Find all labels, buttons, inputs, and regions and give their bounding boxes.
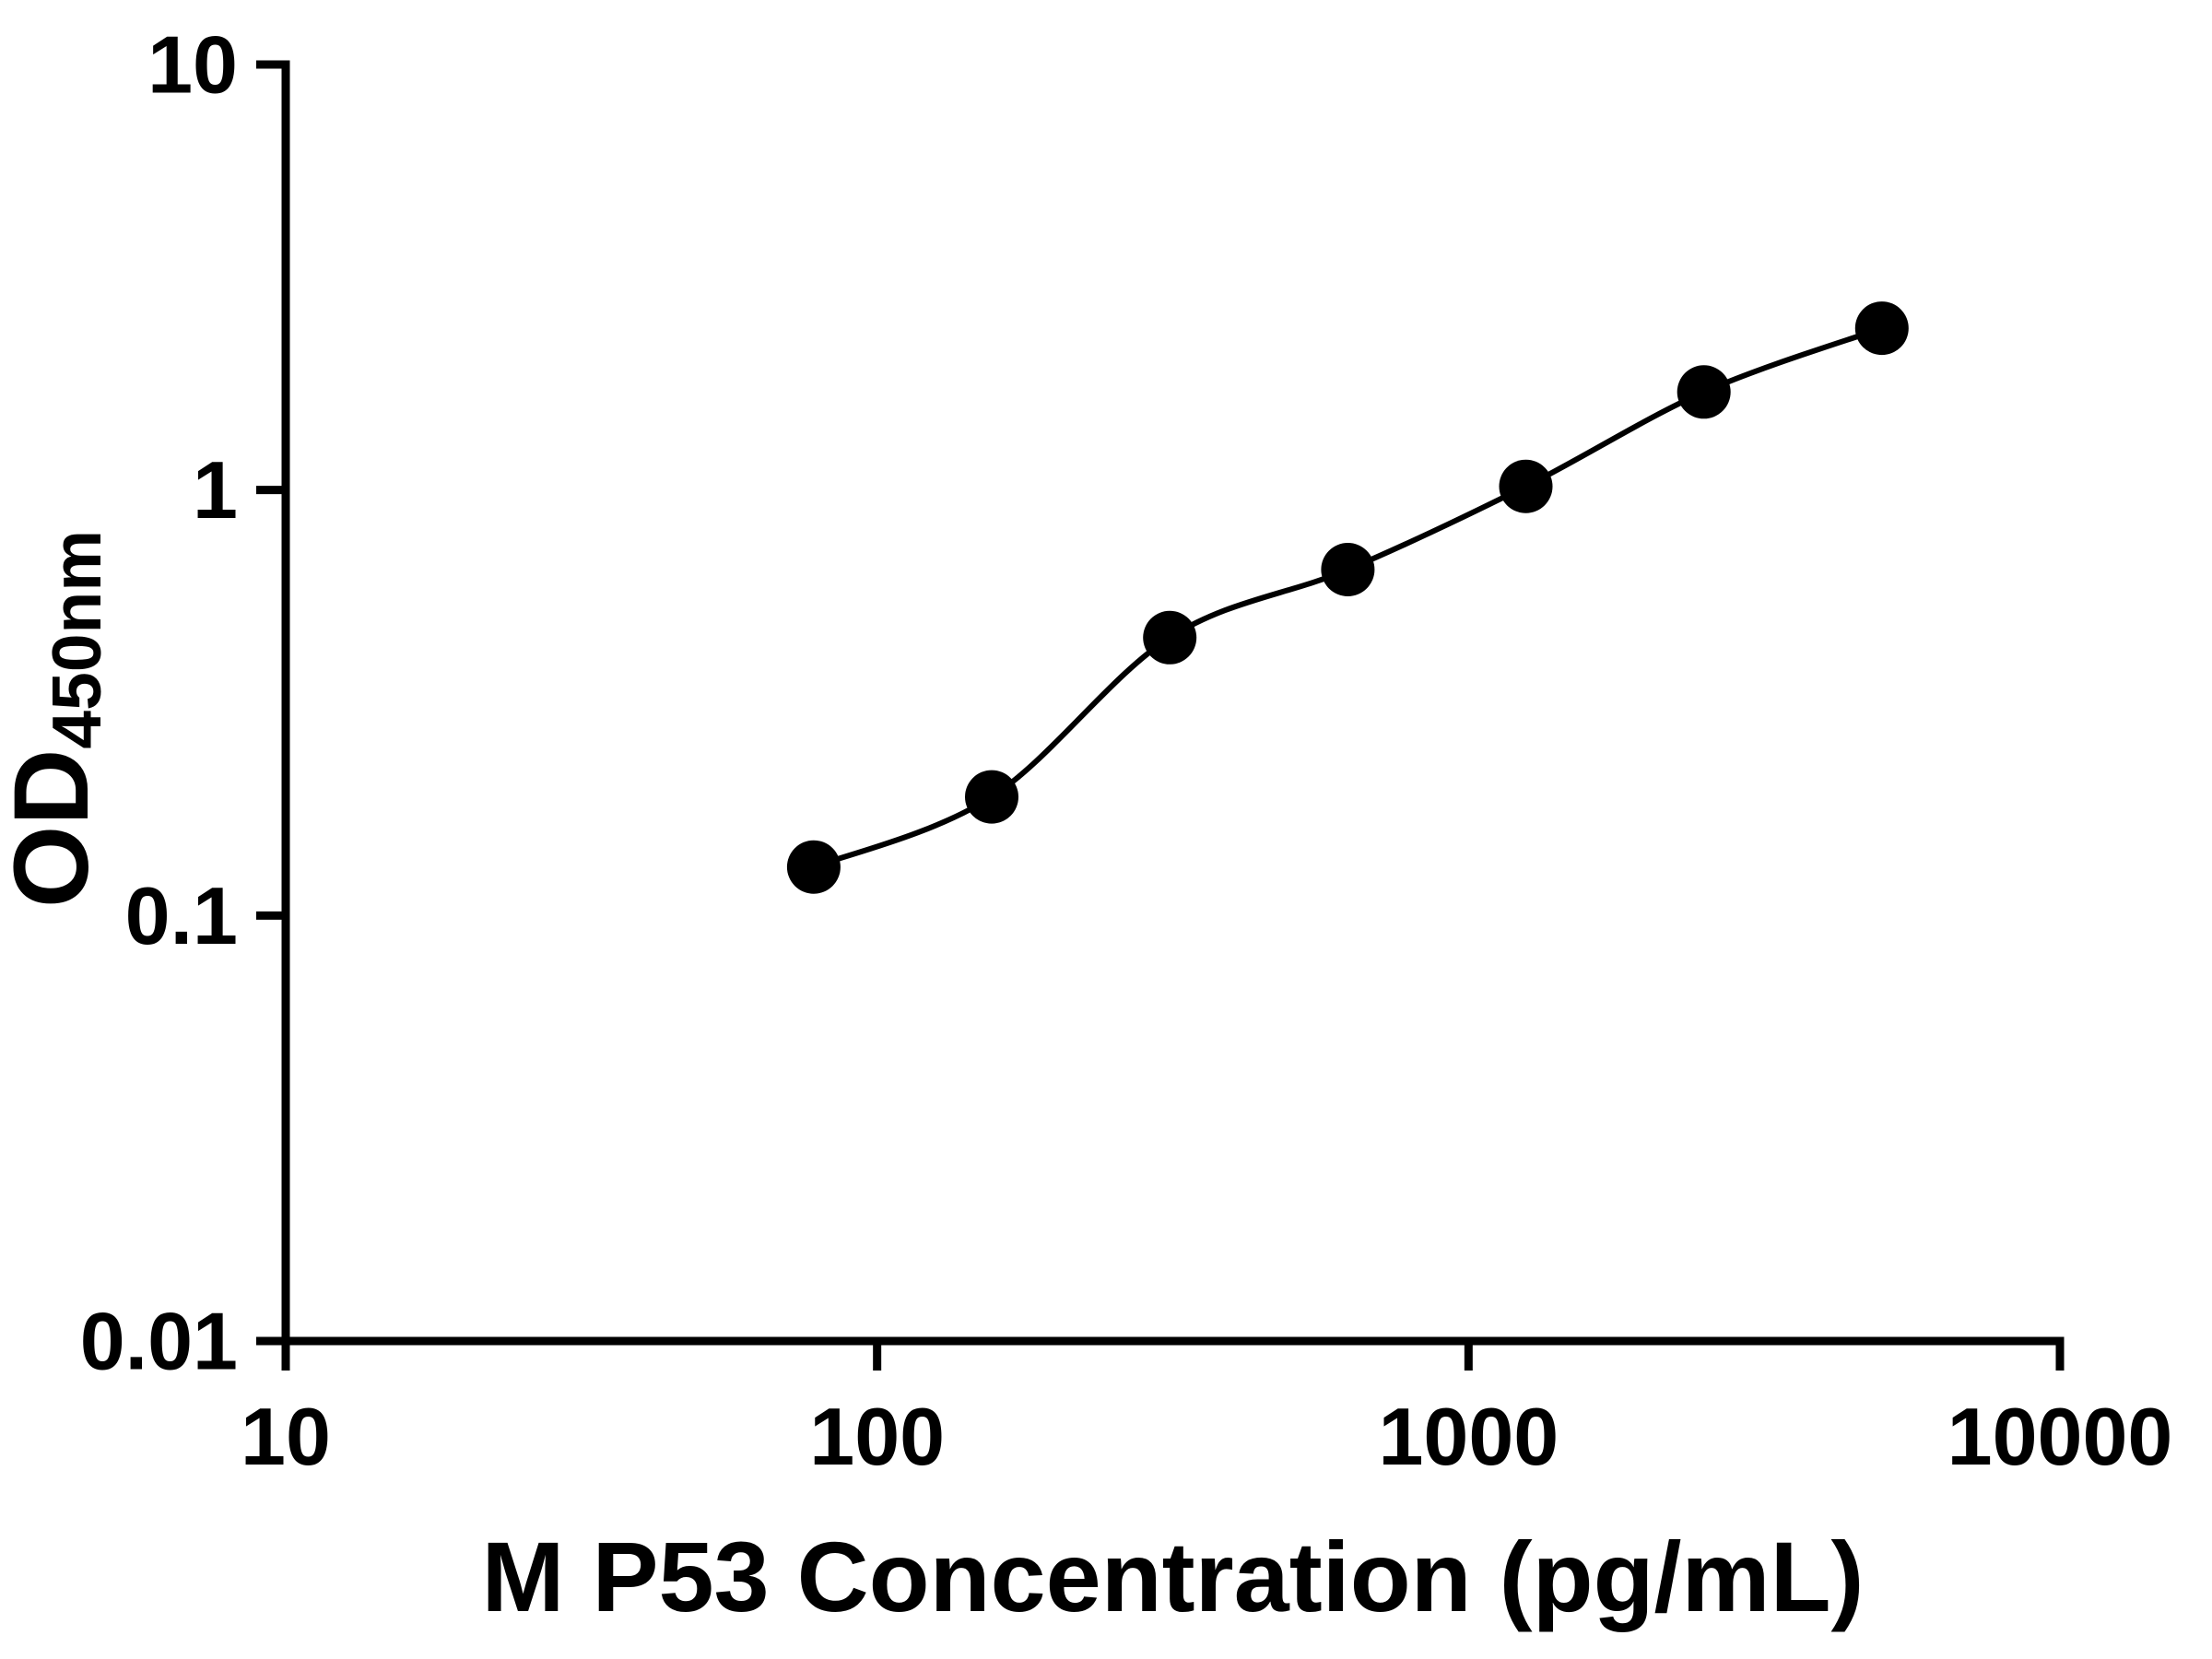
y-tick-label: 0.01 — [80, 1296, 238, 1387]
axes-lines — [281, 60, 2065, 1346]
data-point — [1854, 301, 1909, 356]
y-tick-label: 1 — [193, 444, 238, 535]
y-axis-title-subscript: 450nm — [38, 530, 115, 749]
data-point — [1677, 365, 1731, 419]
data-point — [1321, 543, 1375, 596]
data-point — [965, 770, 1018, 824]
x-tick-label: 10 — [241, 1391, 331, 1482]
data-point — [786, 840, 841, 894]
x-tick-label: 100 — [809, 1391, 945, 1482]
x-tick-label: 10000 — [1947, 1391, 2173, 1482]
data-point — [1499, 459, 1553, 513]
y-axis-title: OD450nm — [0, 530, 115, 908]
y-tick-label: 0.1 — [125, 870, 238, 961]
x-tick-label: 1000 — [1378, 1391, 1559, 1482]
x-axis-title: M P53 Concentration (pg/mL) — [481, 1521, 1864, 1632]
data-point — [1143, 610, 1197, 665]
y-tick-label: 10 — [147, 19, 238, 111]
y-axis-title-main: OD — [0, 749, 111, 909]
